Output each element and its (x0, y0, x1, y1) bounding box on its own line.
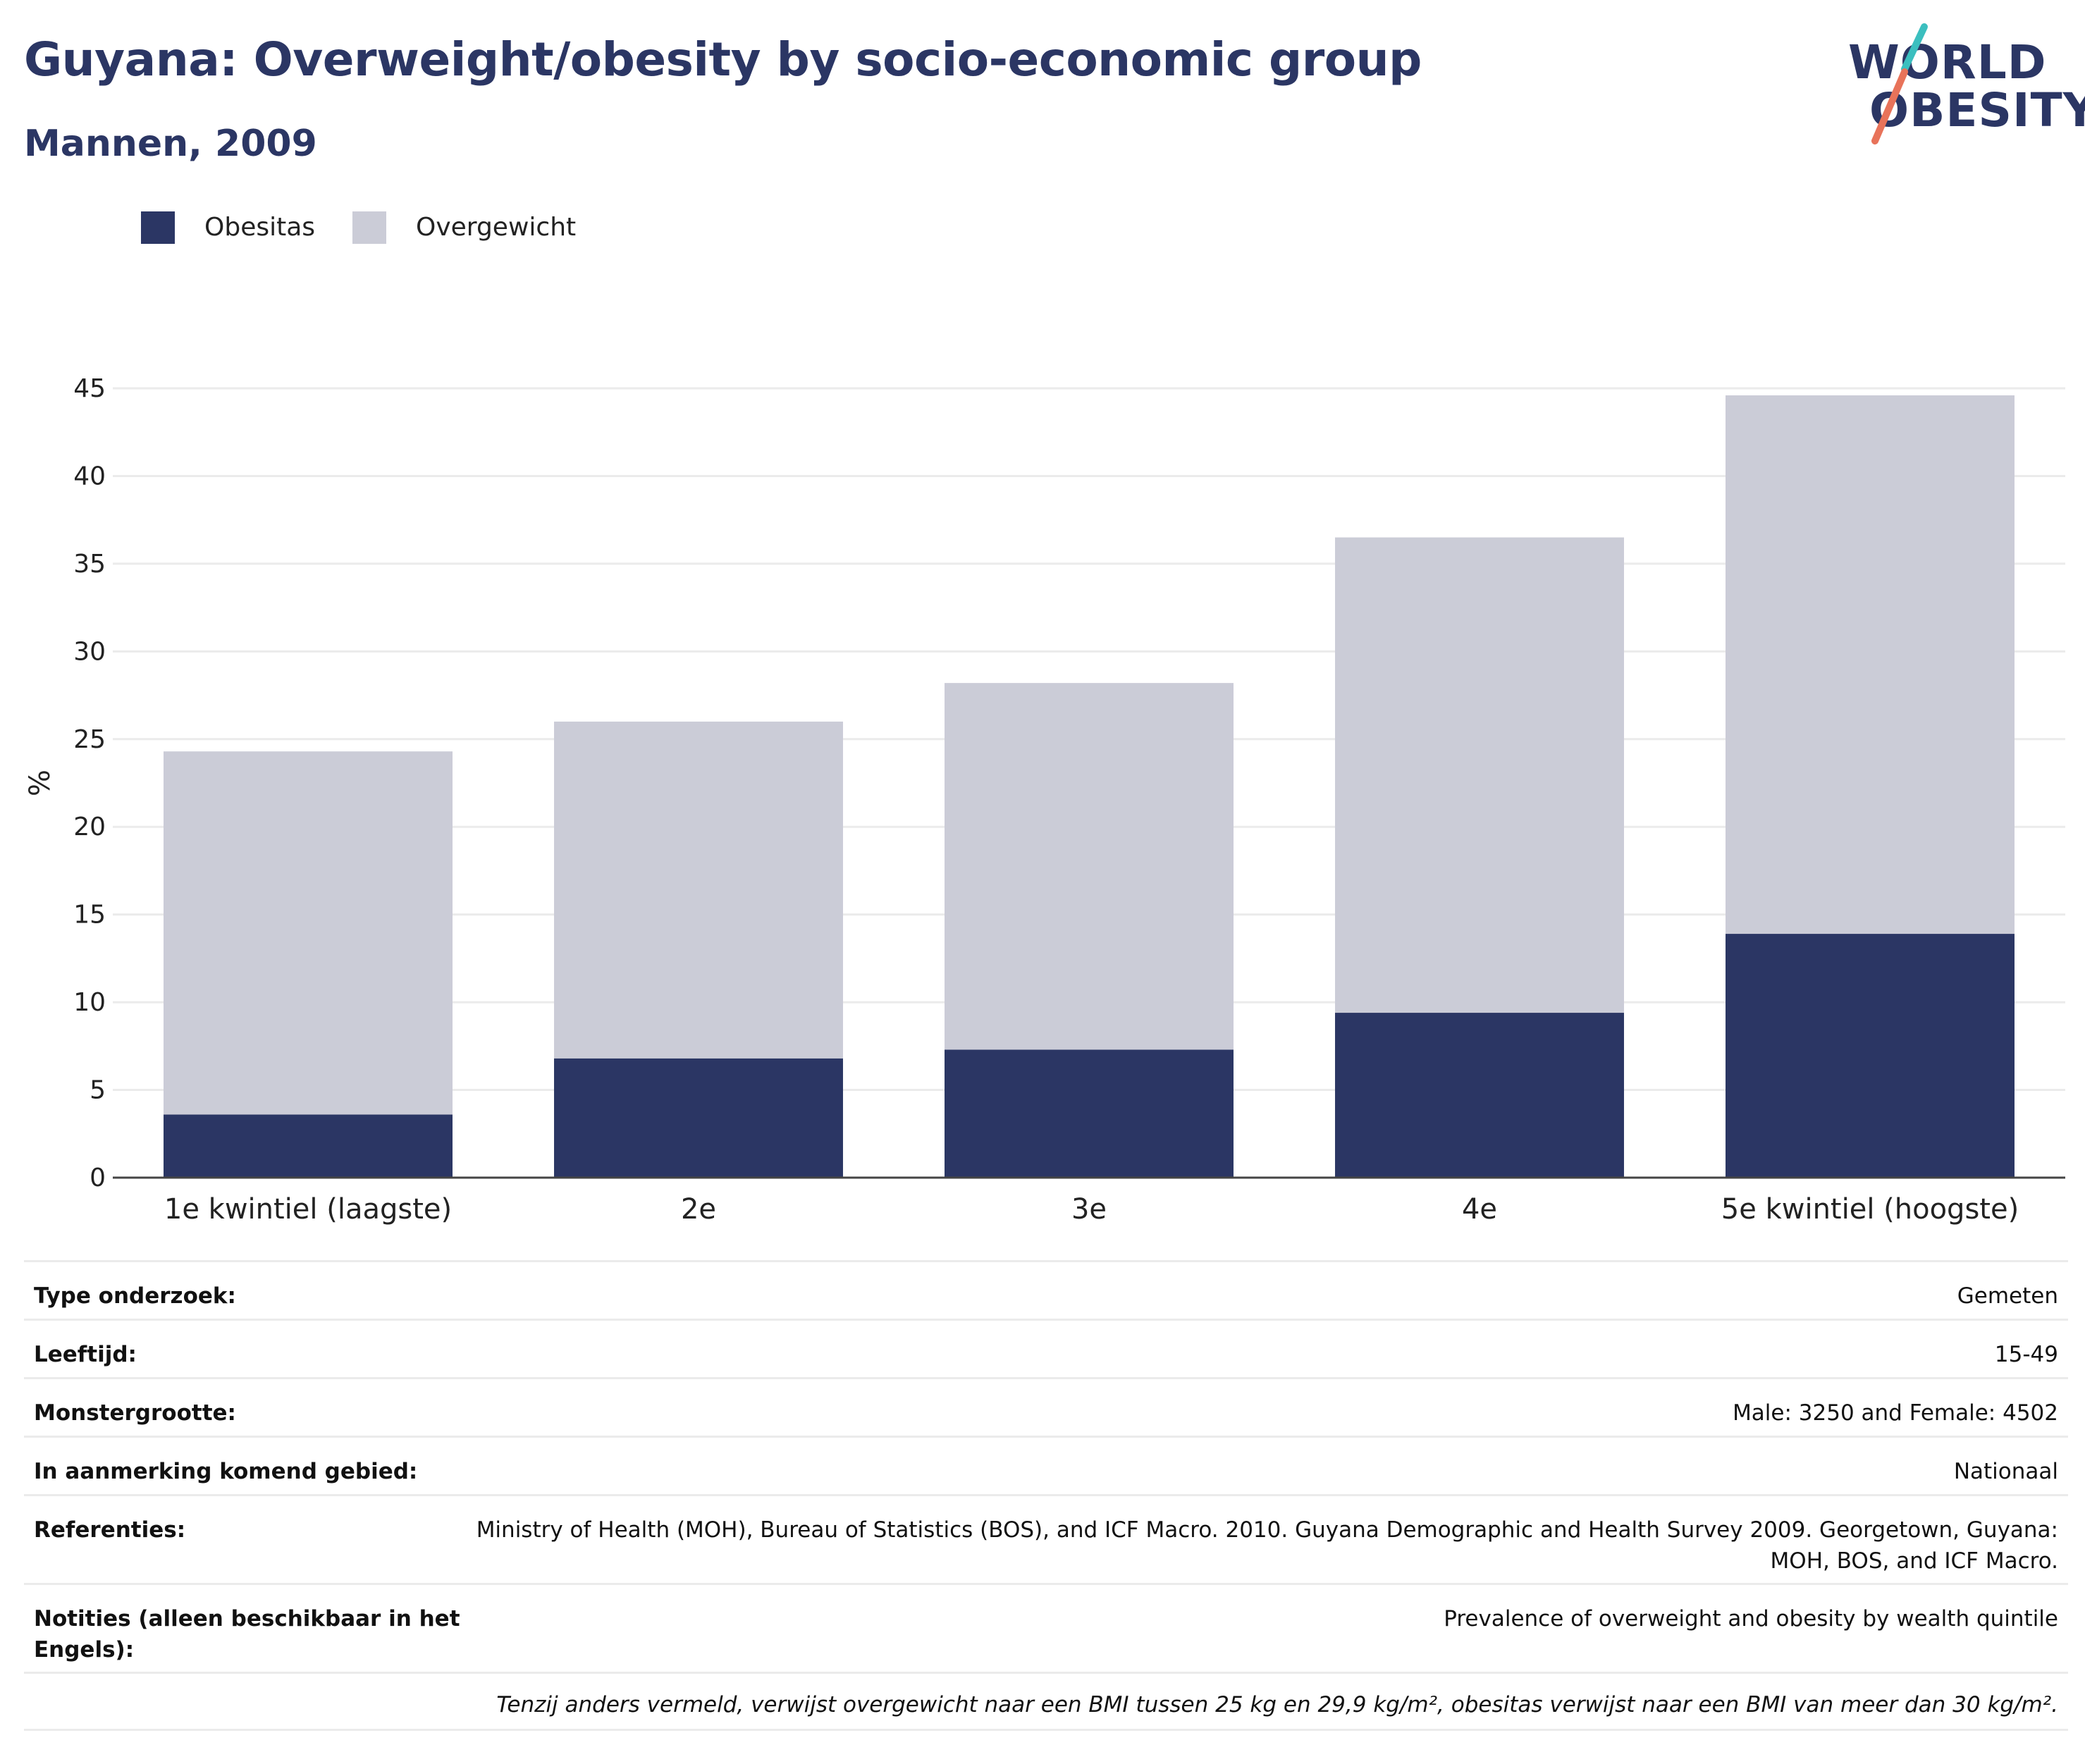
bar-obesitas-5 (1726, 934, 2015, 1178)
chart-subtitle: Mannen, 2009 (24, 123, 317, 165)
legend-label-overgewicht: Overgewicht (416, 213, 577, 242)
x-tick-label: 1e kwintiel (laagste) (164, 1193, 452, 1226)
x-tick-label: 4e (1462, 1193, 1497, 1226)
meta-row-references: Referenties: Ministry of Health (MOH), B… (24, 1494, 2068, 1583)
meta-label: Notities (alleen beschikbaar in het Enge… (34, 1606, 460, 1663)
y-axis-label: % (24, 770, 56, 796)
meta-row-sample-size: Monstergrootte: Male: 3250 and Female: 4… (24, 1377, 2068, 1436)
legend-swatch-overgewicht (352, 211, 386, 244)
y-tick-label: 40 (73, 462, 106, 491)
stacked-bar-chart: 0 5 10 15 20 25 30 35 40 45% 1e kwintiel (laagste)… (24, 374, 2065, 1226)
meta-label: Leeftijd: (34, 1342, 137, 1367)
meta-label: Referenties: (34, 1517, 186, 1543)
y-tick-label: 30 (73, 637, 106, 666)
bar-obesitas-4 (1335, 1013, 1624, 1178)
legend-label-obesitas: Obesitas (204, 213, 316, 242)
meta-row-area: In aanmerking komend gebied: Nationaal (24, 1436, 2068, 1494)
bar-overgewicht-2 (554, 721, 843, 1059)
bar-overgewicht-5 (1726, 395, 2015, 935)
y-tick-label: 0 (90, 1164, 106, 1192)
x-tick-label: 5e kwintiel (hoogste) (1721, 1193, 2019, 1226)
bar-overgewicht-3 (945, 683, 1234, 1050)
meta-row-type: Type onderzoek: Gemeten (24, 1260, 2068, 1319)
meta-label: In aanmerking komend gebied: (34, 1459, 418, 1484)
meta-row-age: Leeftijd: 15-49 (24, 1319, 2068, 1377)
y-tick-label: 20 (73, 813, 106, 841)
logo-line-1: WORLD (1848, 35, 2047, 90)
bar-overgewicht-4 (1335, 537, 1624, 1013)
footnote: Tenzij anders vermeld, verwijst overgewi… (24, 1672, 2068, 1731)
logo-line-2: OBESITY (1869, 83, 2085, 137)
bar-overgewicht-1 (164, 751, 453, 1115)
meta-label: Type onderzoek: (34, 1283, 236, 1309)
y-tick-label: 15 (73, 901, 106, 930)
x-tick-label: 2e (681, 1193, 716, 1226)
meta-value: 15-49 (1994, 1342, 2058, 1367)
x-tick-label: 3e (1071, 1193, 1107, 1226)
bar-obesitas-1 (164, 1114, 453, 1178)
y-tick-label: 35 (73, 550, 106, 579)
y-tick-label: 45 (73, 374, 106, 403)
chart-title: Guyana: Overweight/obesity by socio-econ… (24, 32, 1422, 87)
y-tick-label: 10 (73, 988, 106, 1017)
legend-swatch-obesitas (141, 211, 175, 244)
y-tick-label: 5 (90, 1076, 106, 1105)
y-tick-label: 25 (73, 725, 106, 754)
meta-value: Male: 3250 and Female: 4502 (1733, 1400, 2058, 1426)
world-obesity-logo: WORLD OBESITY (1840, 21, 2085, 148)
meta-label: Monstergrootte: (34, 1400, 236, 1426)
bar-obesitas-3 (945, 1049, 1234, 1178)
metadata-table: Type onderzoek: Gemeten Leeftijd: 15-49 … (24, 1260, 2068, 1731)
meta-value: Gemeten (1957, 1283, 2058, 1309)
meta-value: Nationaal (1953, 1459, 2058, 1484)
meta-value: Ministry of Health (MOH), Bureau of Stat… (476, 1517, 2058, 1574)
bar-obesitas-2 (554, 1058, 843, 1178)
meta-row-notes: Notities (alleen beschikbaar in het Enge… (24, 1583, 2068, 1672)
logo-slash-icon (1871, 23, 1928, 144)
meta-value: Prevalence of overweight and obesity by … (1444, 1606, 2058, 1632)
